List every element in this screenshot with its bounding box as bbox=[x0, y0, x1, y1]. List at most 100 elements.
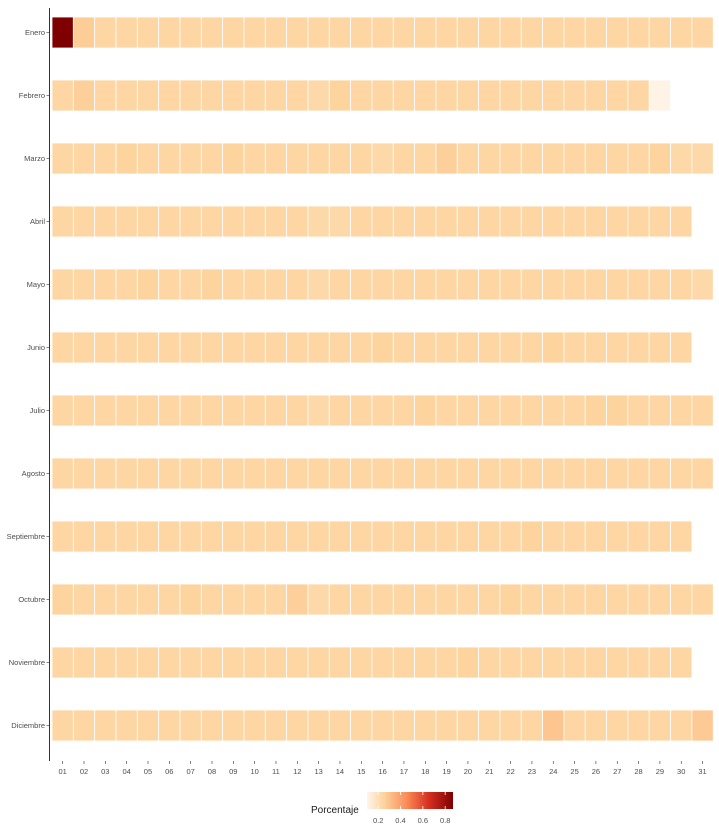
heatmap-cell bbox=[51, 331, 74, 364]
heatmap-cell bbox=[179, 268, 202, 301]
heatmap-cell bbox=[584, 520, 607, 553]
heatmap-cell bbox=[350, 205, 373, 238]
heatmap-cell bbox=[286, 709, 309, 742]
heatmap-cell bbox=[243, 142, 266, 175]
heatmap-cell bbox=[499, 583, 522, 616]
heatmap-cell bbox=[542, 331, 565, 364]
heatmap-cell bbox=[264, 394, 288, 427]
heatmap-cell bbox=[478, 205, 501, 238]
x-tick-label: 08 bbox=[208, 767, 216, 776]
heatmap-cell bbox=[392, 142, 416, 175]
heatmap-cell bbox=[584, 331, 607, 364]
heatmap-cell bbox=[606, 331, 629, 364]
heatmap-cell bbox=[478, 583, 501, 616]
heatmap-cell bbox=[627, 709, 650, 742]
heatmap-cell bbox=[179, 79, 202, 112]
heatmap-cell bbox=[478, 394, 501, 427]
heatmap-cell bbox=[435, 268, 458, 301]
heatmap-cell bbox=[456, 142, 479, 175]
heatmap-cell bbox=[520, 457, 543, 490]
heatmap-cell bbox=[542, 16, 565, 49]
heatmap-cell bbox=[691, 142, 714, 175]
heatmap-cell bbox=[691, 583, 714, 616]
heatmap-cell bbox=[584, 16, 607, 49]
x-tick-label: 27 bbox=[613, 767, 621, 776]
heatmap-cell bbox=[328, 646, 352, 679]
heatmap-cell bbox=[222, 16, 245, 49]
heatmap-cell bbox=[200, 16, 224, 49]
heatmap-cell bbox=[371, 331, 394, 364]
heatmap-cell bbox=[584, 709, 607, 742]
heatmap-cell bbox=[542, 520, 565, 553]
heatmap-cell bbox=[648, 646, 671, 679]
heatmap-cell bbox=[307, 16, 330, 49]
x-tick-label: 01 bbox=[58, 767, 66, 776]
heatmap-cell bbox=[328, 205, 352, 238]
heatmap-cell bbox=[648, 583, 671, 616]
heatmap-cell bbox=[606, 268, 629, 301]
heatmap-cell bbox=[350, 520, 373, 553]
heatmap-cell bbox=[243, 394, 266, 427]
heatmap-cell bbox=[691, 268, 714, 301]
heatmap-cell bbox=[691, 457, 714, 490]
heatmap-cell bbox=[392, 331, 416, 364]
heatmap-cell bbox=[606, 583, 629, 616]
x-tick-label: 31 bbox=[698, 767, 706, 776]
x-tick-label: 25 bbox=[570, 767, 578, 776]
heatmap-cell bbox=[584, 79, 607, 112]
heatmap-cell bbox=[499, 16, 522, 49]
legend-tick-label: 0.6 bbox=[418, 816, 428, 825]
heatmap-cell bbox=[307, 520, 330, 553]
heatmap-cell bbox=[627, 520, 650, 553]
heatmap-cell bbox=[499, 142, 522, 175]
heatmap-cell bbox=[179, 457, 202, 490]
heatmap-cell bbox=[264, 457, 288, 490]
legend: Porcentaje 0.2 0.4 0.6 0.8 bbox=[311, 792, 453, 825]
heatmap-cell bbox=[94, 520, 117, 553]
heatmap-cell bbox=[158, 394, 181, 427]
heatmap-cell bbox=[670, 583, 693, 616]
heatmap-cell bbox=[350, 16, 373, 49]
heatmap-cell bbox=[542, 268, 565, 301]
heatmap-cell bbox=[606, 394, 629, 427]
heatmap-cell bbox=[392, 79, 416, 112]
heatmap-cell bbox=[435, 16, 458, 49]
heatmap-cell bbox=[520, 520, 543, 553]
heatmap-cell bbox=[115, 457, 138, 490]
heatmap-cell bbox=[179, 709, 202, 742]
heatmap-cell bbox=[179, 331, 202, 364]
heatmap-cell bbox=[456, 205, 479, 238]
heatmap-cell bbox=[94, 331, 117, 364]
heatmap-cell bbox=[499, 709, 522, 742]
heatmap-cell bbox=[94, 457, 117, 490]
heatmap-cell bbox=[72, 331, 96, 364]
heatmap-cell bbox=[648, 394, 671, 427]
heatmap-cell bbox=[179, 142, 202, 175]
heatmap-cell bbox=[499, 646, 522, 679]
heatmap-cell bbox=[115, 205, 138, 238]
heatmap-cell bbox=[179, 16, 202, 49]
heatmap-cell bbox=[243, 16, 266, 49]
heatmap-cell bbox=[670, 142, 693, 175]
heatmap-cell bbox=[328, 331, 352, 364]
heatmap-cell bbox=[264, 79, 288, 112]
heatmap-cell bbox=[414, 520, 437, 553]
x-tick-label: 07 bbox=[186, 767, 194, 776]
heatmap-cell bbox=[136, 268, 160, 301]
heatmap-cell bbox=[456, 16, 479, 49]
heatmap-cell bbox=[414, 646, 437, 679]
heatmap-cell bbox=[350, 646, 373, 679]
heatmap-cell bbox=[414, 79, 437, 112]
heatmap-cell bbox=[307, 268, 330, 301]
heatmap-cell bbox=[51, 142, 74, 175]
heatmap-cell bbox=[286, 394, 309, 427]
heatmap-cell bbox=[478, 142, 501, 175]
x-tick-label: 09 bbox=[229, 767, 237, 776]
heatmap-cell bbox=[648, 709, 671, 742]
heatmap-cell bbox=[72, 205, 96, 238]
heatmap-cell bbox=[648, 205, 671, 238]
heatmap-cell bbox=[350, 583, 373, 616]
heatmap-cell bbox=[243, 583, 266, 616]
x-tick-label: 12 bbox=[293, 767, 301, 776]
heatmap-cell bbox=[606, 520, 629, 553]
